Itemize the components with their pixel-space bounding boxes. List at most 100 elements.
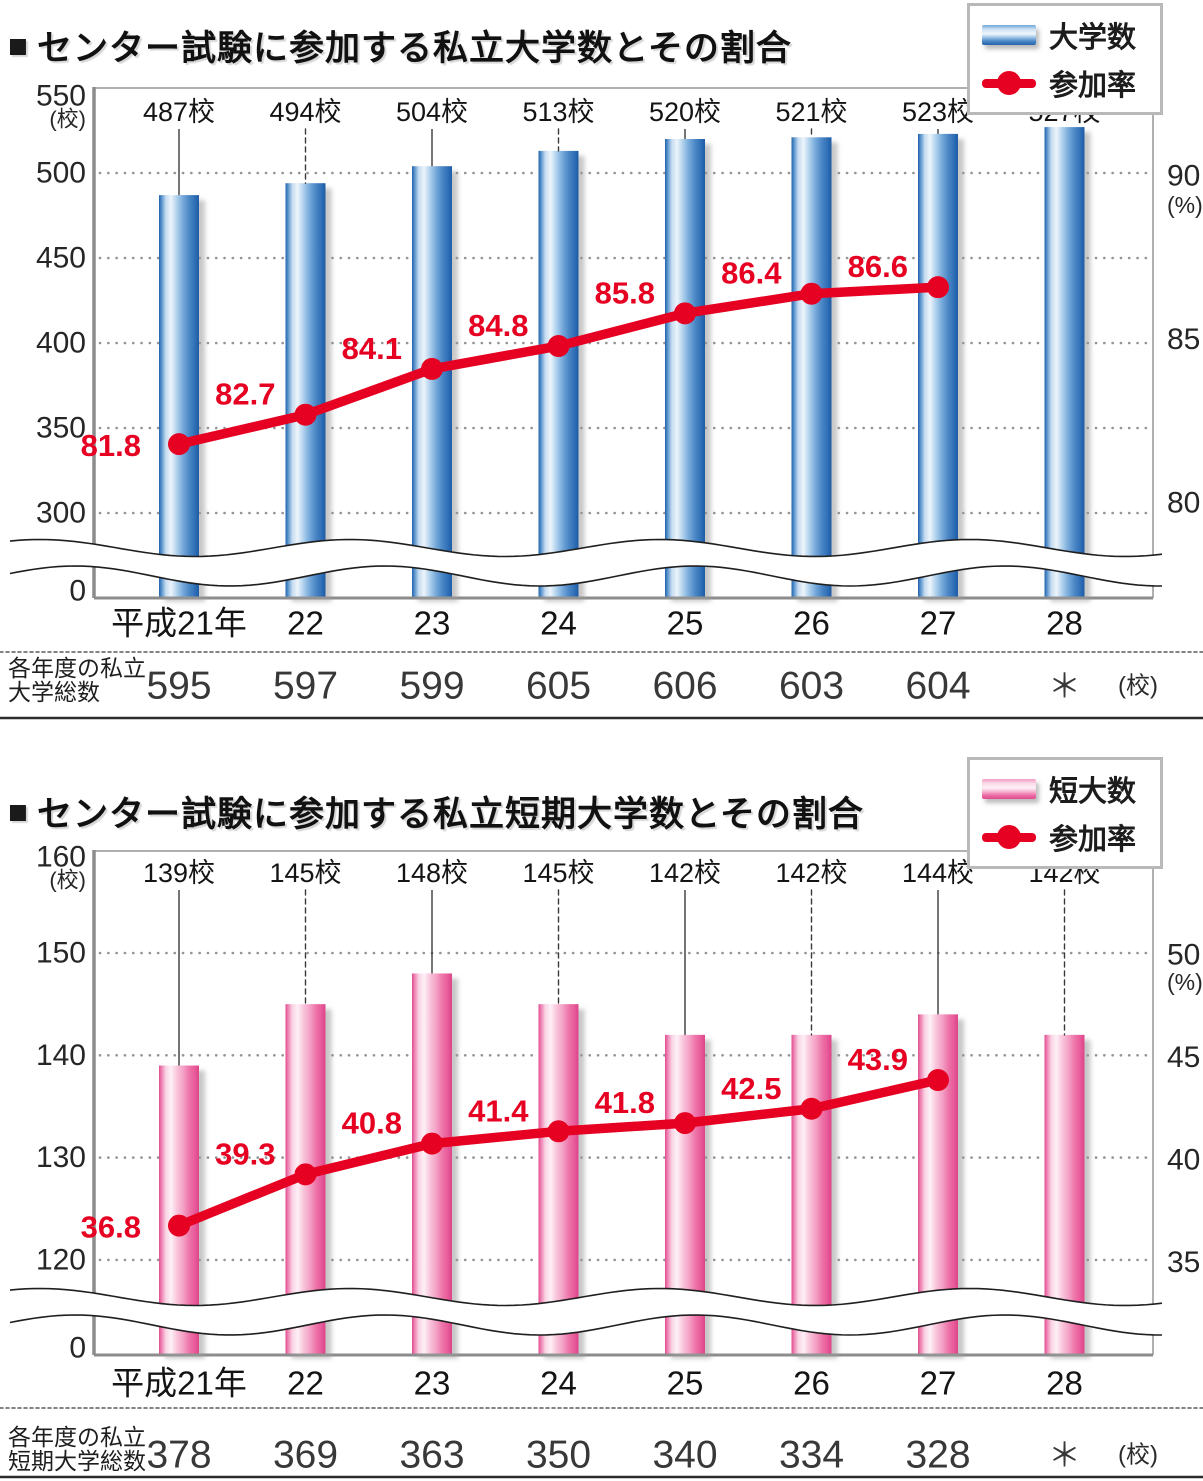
totals-value: 328 <box>905 1434 970 1477</box>
x-axis-label: 25 <box>667 1365 704 1402</box>
x-axis-label: 27 <box>920 605 957 642</box>
axis-tick-label: 140 <box>36 1039 86 1072</box>
axis-tick-label: 0 <box>69 575 86 608</box>
totals-value: 599 <box>399 665 464 708</box>
rate-value-label: 41.4 <box>468 1093 529 1128</box>
line-point <box>168 1214 190 1237</box>
chart-private-universities: 487校494校504校513校520校521校523校527校81.882.7… <box>0 80 1203 720</box>
totals-value: ＊ <box>1048 668 1081 705</box>
rate-value-label: 40.8 <box>342 1106 402 1141</box>
bar-swatch-icon <box>982 25 1036 45</box>
bar-value-label: 494校 <box>269 97 341 127</box>
axis-tick-label: 120 <box>36 1243 86 1276</box>
univ-legend-bar-row: 大学数 <box>982 14 1150 56</box>
axis-unit-label: (校) <box>49 868 86 893</box>
totals-value: 597 <box>273 665 338 708</box>
axis-break-wave <box>9 1314 1163 1336</box>
axis-tick-label: 35 <box>1167 1246 1200 1279</box>
bar <box>285 183 326 597</box>
totals-unit: (校) <box>1118 673 1158 700</box>
line-point <box>168 433 190 456</box>
axis-unit-label: (%) <box>1167 192 1203 218</box>
axis-unit-label: (%) <box>1167 969 1203 995</box>
univ-legend: 大学数 参加率 <box>967 3 1163 115</box>
jc-legend-line-row: 参加率 <box>982 816 1150 858</box>
line-swatch-icon <box>982 824 1036 850</box>
axis-tick-label: 0 <box>69 1332 86 1365</box>
bar-value-label: 523校 <box>902 97 974 127</box>
line-point <box>547 1120 570 1143</box>
rate-value-label: 85.8 <box>595 275 655 310</box>
axis-tick-label: 160 <box>36 841 86 874</box>
rate-value-label: 82.7 <box>215 377 275 412</box>
bar-value-label: 487校 <box>143 97 215 127</box>
axis-tick-label: 90 <box>1167 160 1200 193</box>
rate-value-label: 39.3 <box>215 1136 275 1171</box>
jc-legend-bar-label: 短大数 <box>1049 776 1137 808</box>
bar <box>412 166 452 597</box>
x-axis-label: 24 <box>540 605 577 642</box>
bar-value-label: 520校 <box>649 97 721 127</box>
x-axis-label: 平成21年 <box>111 605 247 642</box>
bar-value-label: 148校 <box>396 858 468 888</box>
totals-value: 334 <box>779 1434 844 1477</box>
axis-tick-label: 80 <box>1167 487 1200 520</box>
univ-legend-line-row: 参加率 <box>982 62 1150 104</box>
x-axis-label: 22 <box>287 605 324 642</box>
totals-header: 各年度の私立 <box>8 1424 146 1450</box>
axis-tick-label: 300 <box>36 497 86 530</box>
rate-value-label: 36.8 <box>81 1210 141 1245</box>
totals-value: 350 <box>526 1434 591 1477</box>
x-axis-label: 26 <box>793 605 830 642</box>
axis-tick-label: 450 <box>36 242 86 275</box>
line-point <box>294 1163 317 1186</box>
bar <box>791 137 832 597</box>
jc-legend-bar-row: 短大数 <box>982 768 1150 810</box>
totals-value: 605 <box>526 665 591 708</box>
axis-break-wave <box>9 1287 1163 1307</box>
axis-tick-label: 45 <box>1167 1041 1200 1074</box>
bar <box>665 139 705 597</box>
rate-value-label: 81.8 <box>81 428 141 463</box>
axis-tick-label: 350 <box>36 412 86 445</box>
line-point <box>421 1132 443 1155</box>
line-point <box>674 1112 696 1135</box>
axis-break-wave <box>9 565 1163 587</box>
x-axis-label: 25 <box>667 605 704 642</box>
line-point <box>927 276 949 299</box>
x-axis-label: 26 <box>793 1365 830 1402</box>
totals-value: 606 <box>652 665 717 708</box>
totals-value: 363 <box>399 1434 464 1477</box>
axis-tick-label: 150 <box>36 937 86 970</box>
line-point <box>927 1069 949 1092</box>
totals-value: 603 <box>779 665 844 708</box>
rate-value-label: 84.1 <box>342 331 402 366</box>
jc-chart-title: ■ センター試験に参加する私立短期大学数とその割合 <box>8 786 864 837</box>
bar <box>412 973 452 1354</box>
rate-value-label: 41.8 <box>595 1085 655 1120</box>
x-axis-label: 23 <box>414 605 451 642</box>
title-bullet-icon: ■ <box>8 26 29 64</box>
line-point <box>800 282 823 305</box>
univ-chart-title: ■ センター試験に参加する私立大学数とその割合 <box>8 20 792 71</box>
jc-legend-line-label: 参加率 <box>1049 824 1137 856</box>
bar-value-label: 144校 <box>902 858 974 888</box>
totals-header: 各年度の私立 <box>8 655 146 681</box>
axis-tick-label: 85 <box>1167 323 1200 356</box>
totals-unit: (校) <box>1118 1442 1158 1469</box>
x-axis-label: 24 <box>540 1365 577 1402</box>
totals-value: 340 <box>652 1434 717 1477</box>
x-axis-label: 22 <box>287 1365 324 1402</box>
bar-value-label: 145校 <box>522 858 594 888</box>
rate-value-label: 84.8 <box>468 308 528 343</box>
univ-chart-title-text: センター試験に参加する私立大学数とその割合 <box>36 29 792 68</box>
bar-value-label: 504校 <box>396 97 468 127</box>
totals-value: 595 <box>146 665 211 708</box>
axis-break-wave <box>9 538 1163 558</box>
axis-tick-label: 50 <box>1167 939 1200 972</box>
bar-value-label: 142校 <box>649 858 721 888</box>
line-point <box>800 1097 823 1120</box>
x-axis-label: 23 <box>414 1365 451 1402</box>
univ-legend-line-label: 参加率 <box>1049 70 1137 102</box>
axis-tick-label: 400 <box>36 327 86 360</box>
